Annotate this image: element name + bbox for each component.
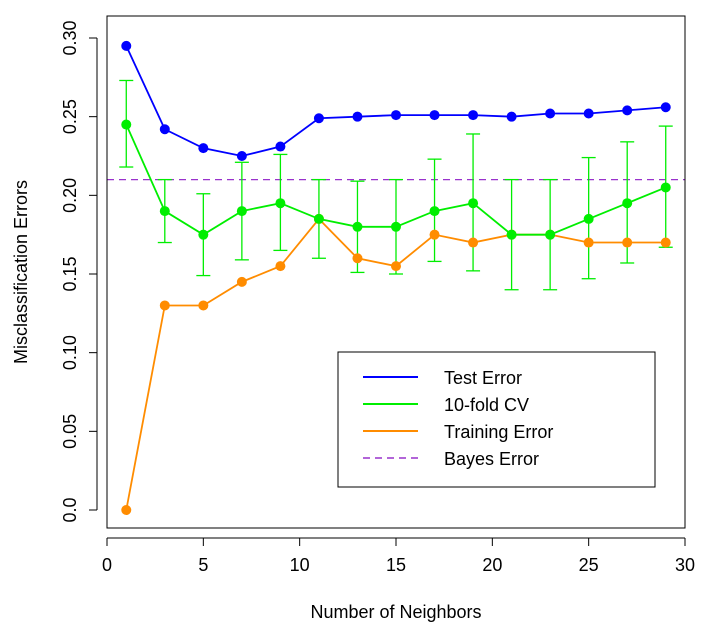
point-test-error: [313, 113, 324, 124]
legend-box: [337, 351, 656, 488]
x-tick-label: 0: [102, 555, 112, 575]
plot-layer: [107, 40, 685, 515]
point-training-error: [275, 261, 286, 272]
point-test-error: [198, 143, 209, 154]
point-test-error: [583, 108, 594, 119]
point-10-fold-cv: [198, 229, 209, 240]
point-training-error: [159, 300, 170, 311]
point-training-error: [660, 237, 671, 248]
legend-label-cv: 10-fold CV: [444, 395, 529, 415]
point-test-error: [159, 124, 170, 135]
legend-label-training-error: Training Error: [444, 422, 553, 442]
series-line-test-error: [125, 45, 666, 157]
legend: Test Error 10-fold CV Training Error Bay…: [337, 351, 656, 488]
point-test-error: [121, 40, 132, 51]
legend-label-bayes-error: Bayes Error: [444, 449, 539, 469]
point-test-error: [275, 141, 286, 152]
x-tick-label: 10: [290, 555, 310, 575]
x-tick-label: 15: [386, 555, 406, 575]
point-10-fold-cv: [545, 229, 556, 240]
point-training-error: [468, 237, 479, 248]
point-10-fold-cv: [583, 213, 594, 224]
point-test-error: [545, 108, 556, 119]
point-training-error: [391, 261, 401, 272]
point-training-error: [583, 237, 594, 248]
y-tick-label: 0.05: [60, 414, 80, 449]
y-tick-label: 0.25: [60, 99, 80, 134]
point-training-error: [429, 229, 440, 240]
legend-label-test-error: Test Error: [444, 368, 522, 388]
point-10-fold-cv: [660, 182, 671, 193]
point-10-fold-cv: [468, 198, 479, 209]
point-test-error: [236, 151, 247, 161]
y-tick-label: 0.10: [60, 335, 80, 370]
point-10-fold-cv: [275, 198, 286, 209]
y-tick-label: 0.15: [60, 256, 80, 291]
y-tick-label: 0.20: [60, 178, 80, 213]
point-training-error: [352, 253, 363, 264]
point-10-fold-cv: [236, 206, 247, 217]
point-training-error: [236, 276, 247, 287]
point-10-fold-cv: [313, 213, 324, 224]
point-training-error: [622, 237, 633, 248]
point-10-fold-cv: [429, 206, 440, 217]
point-test-error: [429, 110, 440, 121]
x-tick-label: 5: [198, 555, 208, 575]
point-test-error: [468, 110, 479, 121]
x-tick-label: 20: [482, 555, 502, 575]
point-10-fold-cv: [622, 198, 633, 209]
point-training-error: [121, 505, 132, 515]
point-test-error: [506, 111, 517, 122]
x-axis-label: Number of Neighbors: [310, 602, 481, 622]
point-10-fold-cv: [352, 221, 363, 232]
point-test-error: [660, 102, 671, 113]
plot-frame: [106, 15, 686, 529]
point-test-error: [622, 105, 633, 116]
y-tick-label: 0.30: [60, 20, 80, 55]
point-10-fold-cv: [391, 221, 401, 232]
x-tick-label: 30: [675, 555, 695, 575]
x-tick-label: 25: [579, 555, 599, 575]
point-test-error: [352, 111, 363, 122]
y-axis-label: Misclassification Errors: [11, 180, 31, 364]
point-10-fold-cv: [159, 206, 170, 217]
point-test-error: [391, 110, 401, 121]
point-training-error: [198, 300, 209, 311]
point-10-fold-cv: [121, 119, 132, 130]
y-tick-label: 0.0: [60, 497, 80, 522]
point-10-fold-cv: [506, 229, 517, 240]
